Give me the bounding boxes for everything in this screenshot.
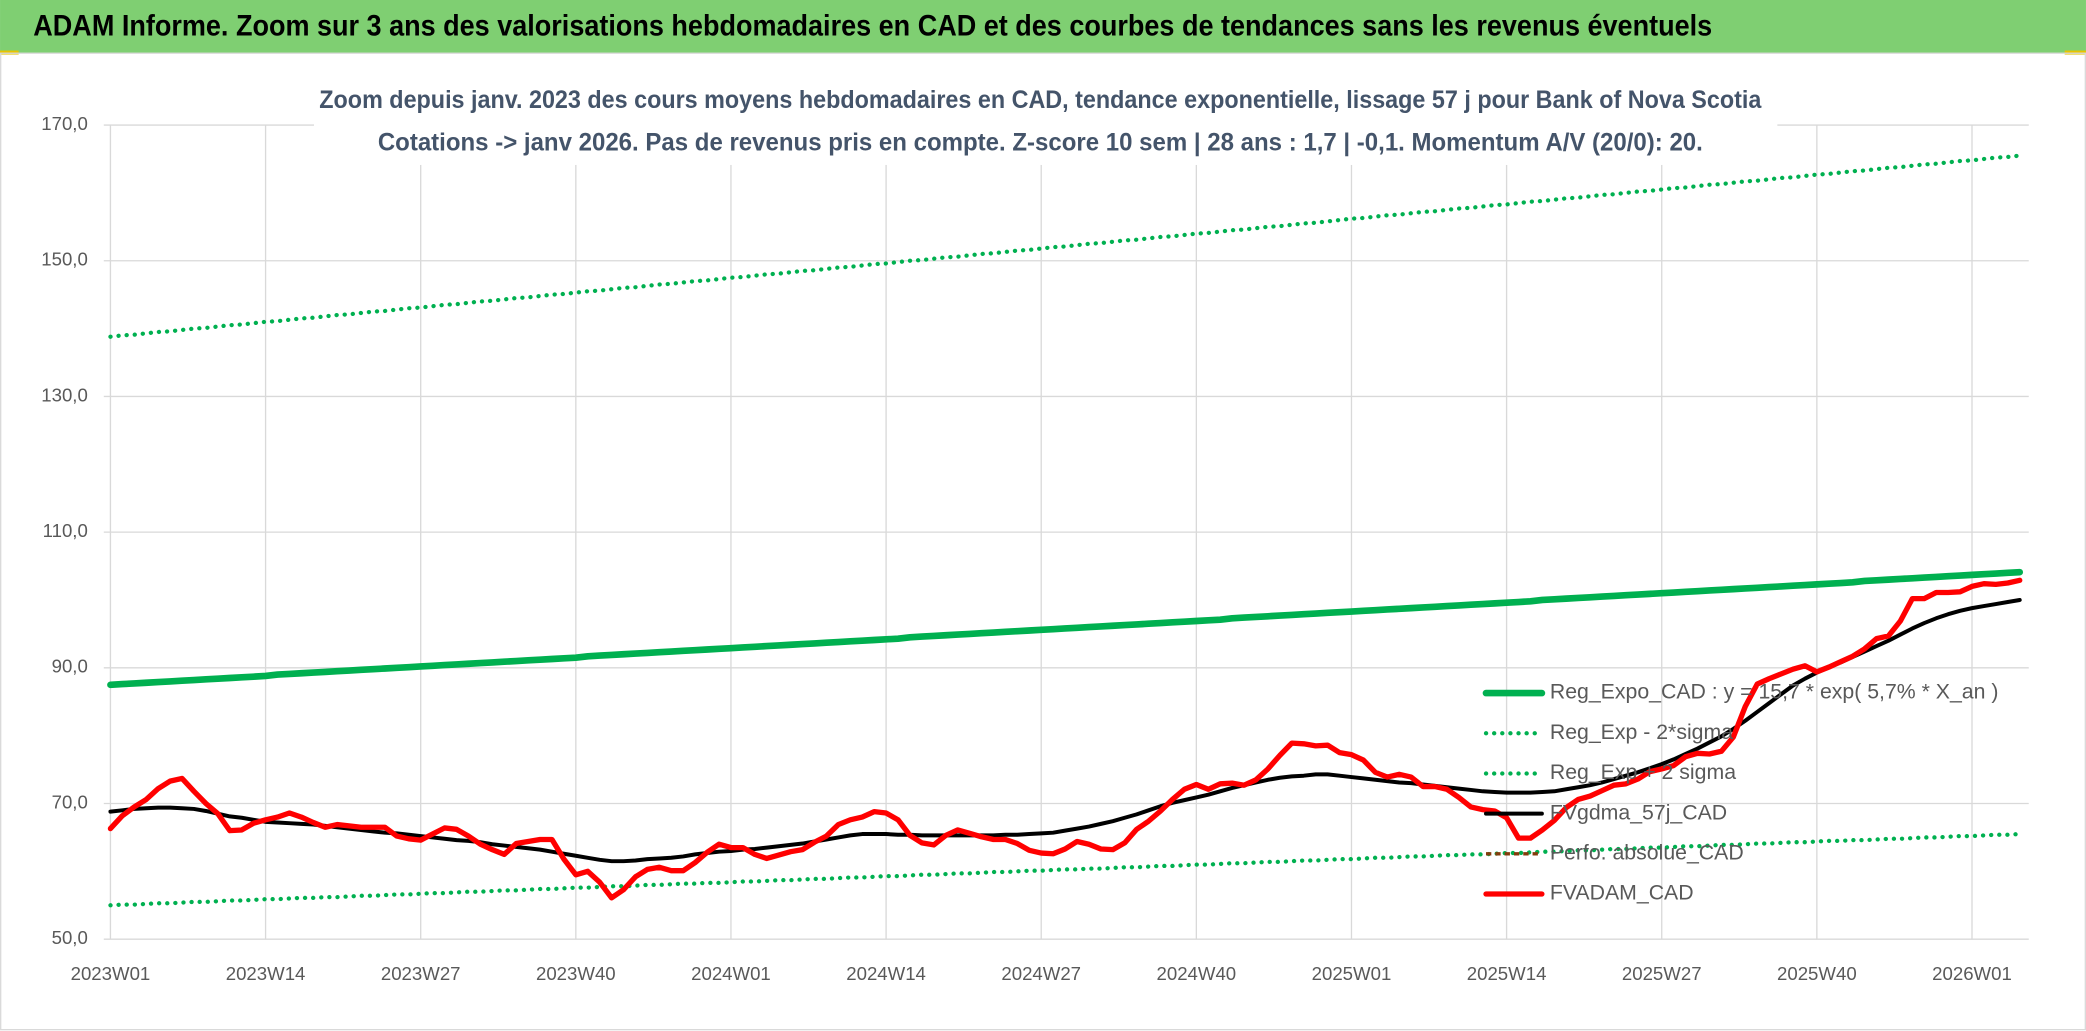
x-tick-label: 2023W40 [536, 963, 616, 984]
x-tick-label: 2024W14 [846, 963, 926, 984]
y-tick-label: 90,0 [52, 656, 88, 677]
x-tick-label: 2026W01 [1932, 963, 2012, 984]
legend-label: FVgdma_57j_CAD [1550, 800, 1727, 824]
x-tick-label: 2023W27 [381, 963, 461, 984]
plot [107, 153, 2024, 908]
series-line [107, 568, 2024, 689]
y-tick-label: 130,0 [41, 384, 88, 405]
x-tick-label: 2024W27 [1001, 963, 1081, 984]
y-tick-label: 70,0 [52, 791, 88, 812]
legend: Reg_Expo_CAD : y = 15,7 * exp( 5,7% * X_… [1482, 680, 1999, 905]
x-tick-label: 2024W40 [1157, 963, 1237, 984]
x-tick-label: 2025W01 [1312, 963, 1392, 984]
x-tick-label: 2024W01 [691, 963, 771, 984]
legend-label: Perfo. absolue_CAD [1550, 840, 1744, 864]
page-title: ADAM Informe. Zoom sur 3 ans des valoris… [33, 11, 1712, 43]
y-tick-label: 50,0 [52, 927, 88, 948]
title-background [313, 77, 1778, 165]
chart-subtitle: Cotations -> janv 2026. Pas de revenus p… [378, 128, 1703, 156]
y-tick-label: 150,0 [41, 249, 88, 270]
header-bar [0, 0, 2086, 54]
x-tick-label: 2025W40 [1777, 963, 1857, 984]
chart-title: Zoom depuis janv. 2023 des cours moyens … [319, 86, 1762, 114]
series-line [108, 153, 2022, 339]
series-line [107, 577, 2023, 901]
y-tick-label: 170,0 [41, 113, 88, 134]
legend-label: Reg_Exp - 2*sigma [1550, 720, 1733, 744]
y-tick-label: 110,0 [43, 520, 88, 541]
legend-label: FVADAM_CAD [1550, 881, 1694, 905]
legend-label: Reg_Exp + 2 sigma [1550, 760, 1736, 784]
x-tick-label: 2023W14 [226, 963, 306, 984]
chart-frame [0, 52, 2086, 1031]
legend-label: Reg_Expo_CAD : y = 15,7 * exp( 5,7% * X_… [1550, 680, 1999, 704]
x-tick-label: 2025W14 [1467, 963, 1547, 984]
x-tick-label: 2023W01 [71, 963, 151, 984]
x-tick-label: 2025W27 [1622, 963, 1702, 984]
series-line [108, 831, 2022, 908]
